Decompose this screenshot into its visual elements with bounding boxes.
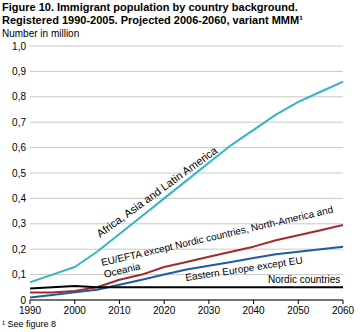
grid-line <box>30 122 343 123</box>
x-tick <box>74 300 75 304</box>
plot-area <box>30 82 343 298</box>
y-tick-label: 0,6 <box>12 142 26 153</box>
footnote: ¹ See figure 8 <box>2 319 56 329</box>
series-line <box>30 247 343 298</box>
y-tick-label: 0,3 <box>12 218 26 229</box>
chart: Figure 10. Immigrant population by count… <box>0 0 360 332</box>
grid-line <box>30 96 343 97</box>
x-tick <box>298 300 299 304</box>
x-tick <box>343 300 344 304</box>
label-line: Oceania <box>103 260 142 279</box>
y-axis-label: Number in million <box>2 28 79 39</box>
series-label: Nordic countries <box>268 274 340 285</box>
grid-line <box>30 71 343 72</box>
y-tick-label: 0 <box>20 295 26 306</box>
x-tick-label: 2040 <box>242 305 265 316</box>
series-label-group: Nordic countries <box>268 274 340 285</box>
y-tick-label: 1,0 <box>12 41 26 52</box>
title: Figure 10. Immigrant population by count… <box>2 1 298 13</box>
x-tick <box>164 300 165 304</box>
grid-line <box>30 249 343 250</box>
grid-line <box>30 223 343 224</box>
series-label-group: Africa, Asia and Latin America <box>94 143 220 239</box>
series-line <box>30 225 343 292</box>
x-tick-label: 2060 <box>332 305 355 316</box>
x-tick-label: 1990 <box>19 305 42 316</box>
y-tick-label: 0,1 <box>12 269 26 280</box>
series-label: Africa, Asia and Latin America <box>94 143 220 239</box>
y-tick-label: 0,4 <box>12 193 26 204</box>
x-axis <box>30 300 343 301</box>
y-tick-label: 0,8 <box>12 91 26 102</box>
x-tick <box>208 300 209 304</box>
grid-line <box>30 198 343 199</box>
y-tick-label: 0,9 <box>12 66 26 77</box>
x-tick <box>30 300 31 304</box>
y-tick-label: 0,2 <box>12 244 26 255</box>
series-line <box>30 286 343 289</box>
subtitle: Registered 1990-2005. Projected 2006-206… <box>2 14 303 26</box>
y-tick-label: 0,5 <box>12 168 26 179</box>
grid-line <box>30 46 343 47</box>
x-tick-label: 2000 <box>64 305 87 316</box>
grid-line <box>30 147 343 148</box>
x-tick <box>119 300 120 304</box>
x-tick <box>253 300 254 304</box>
label-line: Nordic countries <box>268 274 340 285</box>
x-tick-label: 2020 <box>153 305 176 316</box>
label-line: Africa, Asia and Latin America <box>94 143 220 239</box>
x-tick-label: 2050 <box>287 305 310 316</box>
x-tick-label: 2010 <box>108 305 131 316</box>
y-tick-label: 0,7 <box>12 117 26 128</box>
x-tick-label: 2030 <box>198 305 221 316</box>
grid-line <box>30 300 343 301</box>
